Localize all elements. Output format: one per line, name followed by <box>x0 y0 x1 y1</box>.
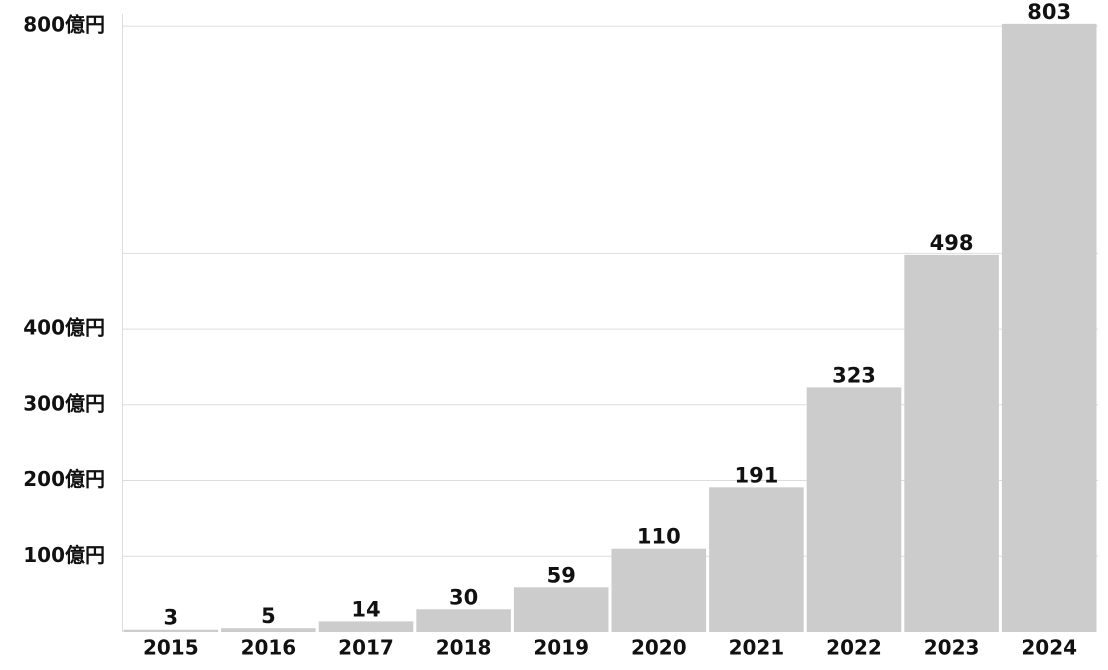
value-label: 5 <box>261 604 276 628</box>
y-tick-label: 800億円 <box>23 13 105 37</box>
bar <box>513 587 609 632</box>
y-tick-label: 300億円 <box>23 391 105 415</box>
value-label: 803 <box>1027 0 1071 24</box>
bar <box>806 387 902 632</box>
y-tick-label: 400億円 <box>23 316 105 340</box>
y-tick-label: 100億円 <box>23 543 105 567</box>
x-tick-label: 2020 <box>631 636 687 660</box>
bar <box>709 487 804 632</box>
bar <box>1001 23 1097 632</box>
bar <box>416 609 511 632</box>
value-label: 191 <box>734 463 778 487</box>
x-tick-label: 2018 <box>436 636 492 660</box>
value-label: 3 <box>163 606 178 630</box>
x-tick-label: 2022 <box>826 636 882 660</box>
value-label: 59 <box>547 563 576 587</box>
x-tick-label: 2016 <box>241 636 297 660</box>
bar <box>318 621 414 632</box>
bar <box>904 254 999 633</box>
x-tick-label: 2021 <box>729 636 785 660</box>
value-label: 14 <box>351 597 380 621</box>
bar <box>123 629 219 632</box>
value-label: 323 <box>832 363 876 387</box>
x-tick-label: 2015 <box>143 636 199 660</box>
x-tick-label: 2023 <box>924 636 980 660</box>
y-tick-label: 200億円 <box>23 467 105 491</box>
x-tick-label: 2017 <box>338 636 394 660</box>
value-label: 110 <box>637 525 681 549</box>
value-label: 30 <box>449 585 478 609</box>
value-label: 498 <box>930 231 974 255</box>
x-tick-label: 2019 <box>533 636 589 660</box>
x-tick-label: 2024 <box>1021 636 1077 660</box>
bar <box>221 628 316 632</box>
bar <box>611 548 707 632</box>
